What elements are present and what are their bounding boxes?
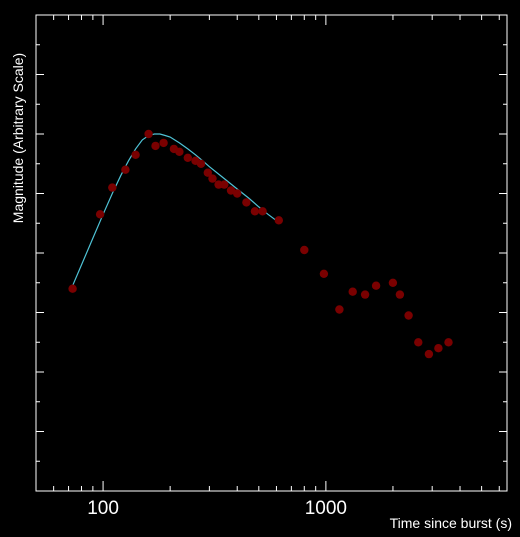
- data-point: [151, 141, 160, 151]
- data-point: [131, 150, 140, 159]
- data-point: [242, 198, 251, 207]
- data-point: [444, 338, 453, 347]
- data-point: [208, 174, 217, 183]
- data-point: [175, 147, 184, 156]
- y-axis-label: Magnitude (Arbitrary Scale): [10, 53, 26, 223]
- axis-ticks: [35, 15, 507, 491]
- data-point: [250, 207, 260, 216]
- data-point: [95, 210, 105, 219]
- data-point: [121, 165, 130, 174]
- data-point: [395, 290, 405, 299]
- data-point: [196, 159, 206, 168]
- fit-curve-layer: [72, 133, 279, 286]
- data-points-layer: [68, 129, 453, 359]
- data-point: [144, 129, 153, 139]
- data-point: [335, 305, 344, 314]
- x-tick-label: 1000: [305, 498, 347, 519]
- data-point: [220, 180, 229, 189]
- data-point: [159, 138, 168, 148]
- x-axis-label: Time since burst (s): [390, 515, 512, 531]
- data-point: [203, 168, 212, 177]
- data-point: [108, 183, 117, 192]
- data-point: [348, 287, 357, 296]
- fit-curve: [72, 133, 279, 286]
- x-tick-labels: 100 1000: [87, 498, 347, 519]
- data-point: [183, 153, 192, 162]
- x-tick-label: 100: [87, 498, 119, 519]
- data-point: [300, 245, 309, 255]
- data-point: [274, 216, 283, 225]
- data-point: [404, 311, 413, 320]
- data-point: [233, 189, 242, 198]
- data-point: [414, 338, 423, 347]
- data-point: [360, 290, 370, 299]
- data-point: [371, 281, 381, 290]
- data-point: [68, 284, 77, 293]
- data-point: [424, 349, 434, 359]
- data-point: [319, 269, 329, 278]
- data-point: [434, 344, 443, 353]
- data-point: [388, 278, 398, 287]
- data-point: [258, 207, 267, 216]
